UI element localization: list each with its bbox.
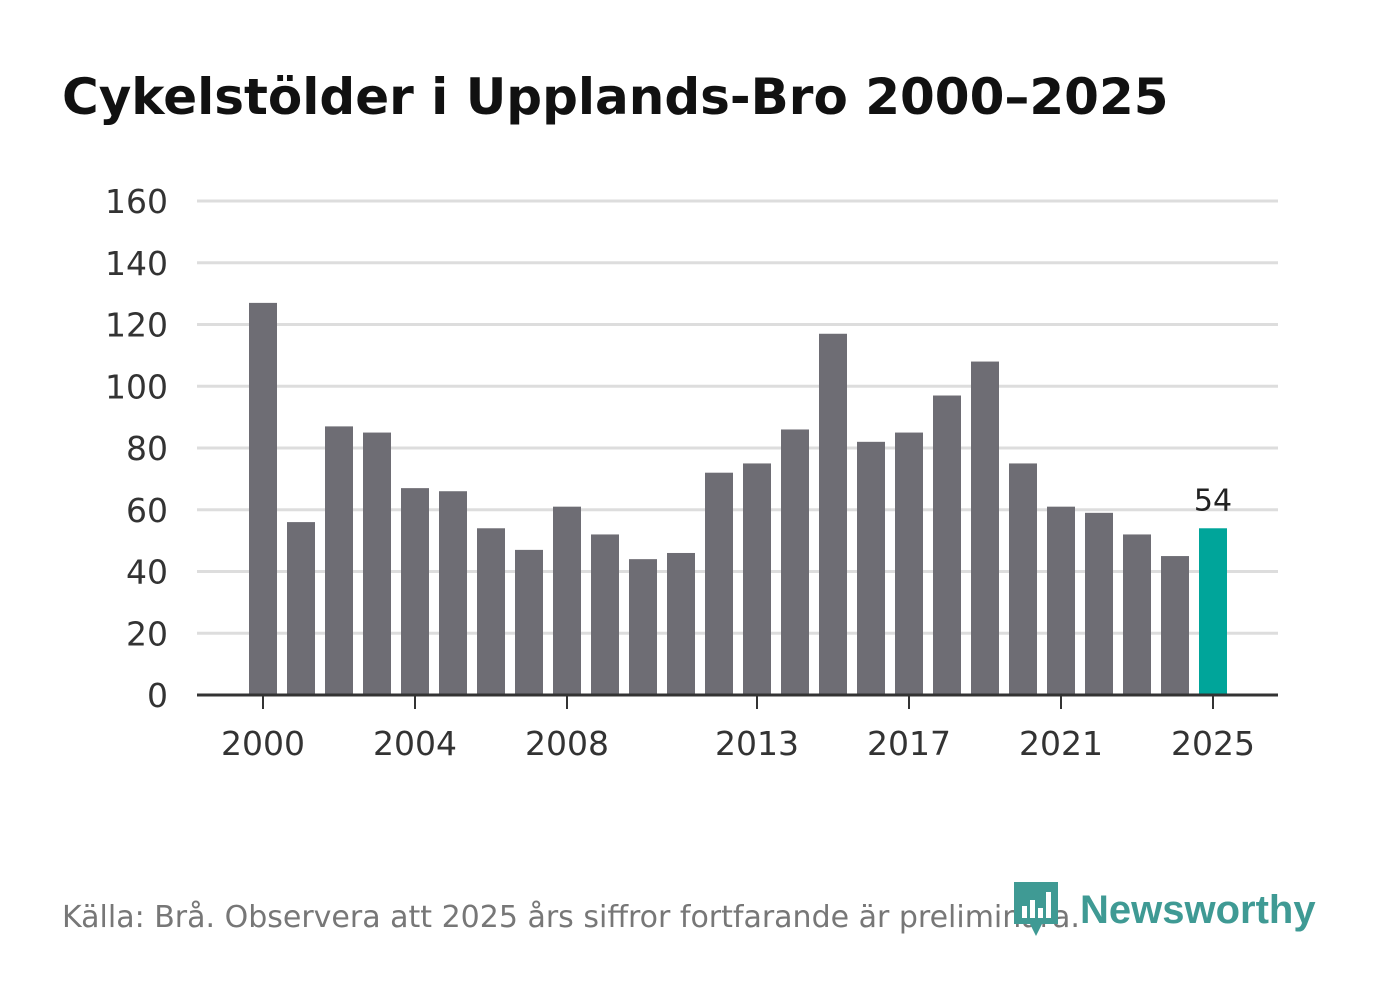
annotations: 54 — [1194, 483, 1232, 518]
y-tick-label: 40 — [126, 553, 168, 592]
bar — [439, 491, 467, 695]
x-axis-labels: 2000 2004 2008 2013 2017 2021 2025 — [221, 724, 1255, 763]
y-tick-label: 80 — [126, 429, 168, 468]
bar — [1009, 463, 1037, 695]
bar — [629, 559, 657, 695]
bar — [401, 488, 429, 695]
brand-logo: Newsworthy — [1012, 880, 1316, 940]
source-note: Källa: Brå. Observera att 2025 års siffr… — [62, 900, 1080, 935]
bar — [743, 463, 771, 695]
bar — [781, 429, 809, 695]
x-tick-label: 2013 — [715, 724, 799, 763]
y-tick-label: 100 — [105, 367, 168, 406]
brand-name: Newsworthy — [1080, 888, 1316, 932]
x-tick-label: 2021 — [1019, 724, 1103, 763]
bar-highlight — [1199, 528, 1227, 695]
y-tick-label: 20 — [126, 614, 168, 653]
x-axis — [197, 693, 1278, 709]
bar — [1161, 556, 1189, 695]
y-tick-label: 160 — [105, 182, 168, 221]
chart-title: Cykelstölder i Upplands-Bro 2000–2025 — [62, 68, 1169, 126]
x-tick-label: 2000 — [221, 724, 305, 763]
x-tick-label: 2008 — [525, 724, 609, 763]
bar — [1085, 512, 1113, 695]
bar — [819, 333, 847, 695]
y-tick-label: 60 — [126, 491, 168, 530]
highlight-value-label: 54 — [1194, 483, 1232, 518]
bar — [857, 441, 885, 695]
bar — [287, 522, 315, 695]
bar — [325, 426, 353, 695]
bars — [249, 302, 1227, 695]
bar — [477, 528, 505, 695]
x-tick-label: 2025 — [1171, 724, 1255, 763]
x-tick-label: 2017 — [867, 724, 951, 763]
bar — [363, 432, 391, 695]
bar — [933, 395, 961, 695]
bar — [667, 552, 695, 695]
bar — [895, 432, 923, 695]
y-axis-labels: 0 20 40 60 80 100 120 140 160 — [105, 182, 168, 715]
bar — [591, 534, 619, 695]
bar — [1123, 534, 1151, 695]
bar — [515, 549, 543, 695]
bar — [1047, 506, 1075, 695]
x-tick-label: 2004 — [373, 724, 457, 763]
bar — [249, 302, 277, 695]
y-tick-label: 120 — [105, 306, 168, 345]
bar — [705, 472, 733, 695]
y-tick-label: 0 — [147, 676, 168, 715]
bar — [971, 361, 999, 695]
grid-lines — [197, 199, 1278, 635]
y-tick-label: 140 — [105, 244, 168, 283]
newsworthy-logo-icon — [1014, 882, 1058, 936]
bar — [553, 506, 581, 695]
